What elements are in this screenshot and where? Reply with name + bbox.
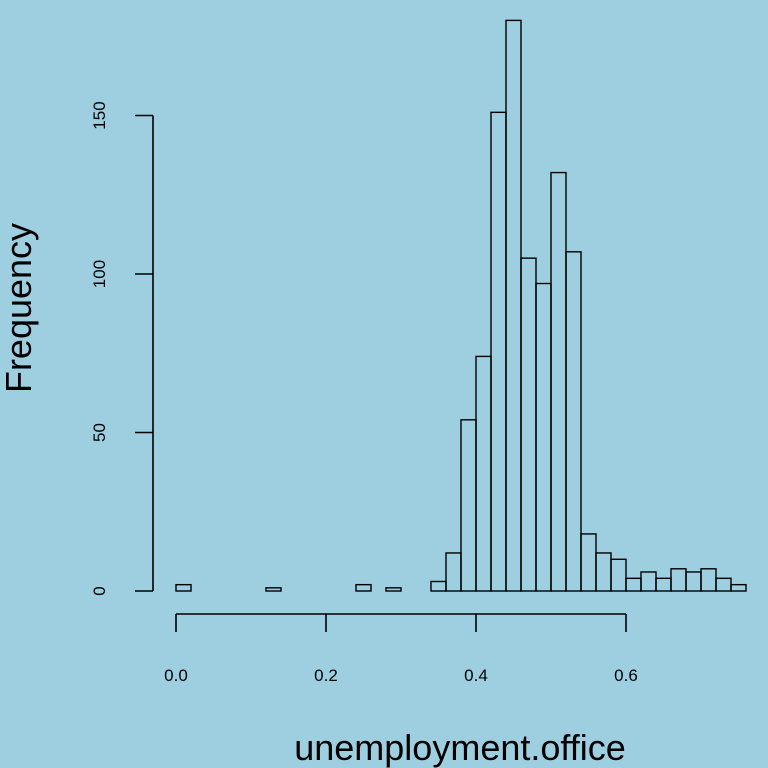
histogram-bar [550,171,567,592]
histogram-bar [595,552,612,592]
x-tick-label: 0.2 [314,666,338,685]
y-axis: 0 50 100 150 [90,101,154,596]
histogram-bar [430,580,447,592]
histogram-bar [475,355,492,592]
histogram-bar [655,577,672,592]
histogram-bar [175,583,192,592]
x-tick-label: 0.6 [614,666,638,685]
histogram-bar [730,583,747,592]
y-tick-label: 150 [90,101,109,129]
y-tick-label: 0 [90,586,109,595]
histogram-bar [385,587,402,592]
histogram-bar [610,558,627,592]
histogram-bar [580,533,597,592]
histogram-bar [460,419,477,592]
histogram-bar [490,111,507,592]
x-axis: 0.0 0.2 0.4 0.6 [164,613,638,685]
histogram-bar [670,568,687,592]
y-tick-label: 50 [90,423,109,442]
x-axis-title: unemployment.office [294,727,626,768]
histogram-bar [505,19,522,592]
x-tick-label: 0.4 [464,666,488,685]
histogram-bar [640,571,657,592]
histogram-bar [565,251,582,592]
histogram-bar [625,577,642,592]
y-tick-label: 100 [90,260,109,288]
histogram-bar [700,568,717,592]
histogram-bar [520,257,537,592]
histogram-bar [445,552,462,592]
histogram-bars [175,19,747,592]
x-tick-label: 0.0 [164,666,188,685]
histogram-bar [355,583,372,592]
histogram-bar [535,282,552,592]
histogram-bar [715,577,732,592]
y-axis-title: Frequency [0,223,39,393]
histogram-bar [265,587,282,592]
histogram-bar [685,571,702,592]
